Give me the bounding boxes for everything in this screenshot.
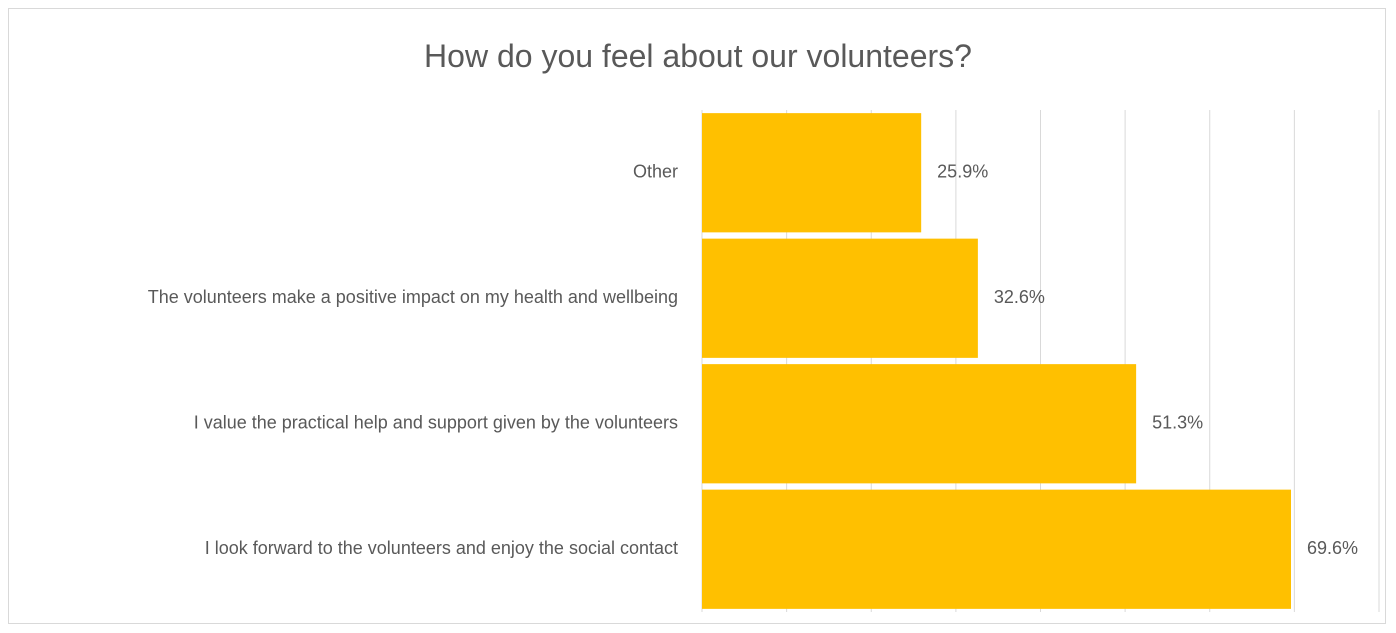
data-label: 25.9% (937, 162, 988, 182)
category-label: The volunteers make a positive impact on… (148, 287, 678, 307)
category-label: I look forward to the volunteers and enj… (205, 538, 678, 558)
category-label: Other (633, 162, 678, 182)
data-label: 51.3% (1152, 413, 1203, 433)
bar (702, 364, 1137, 484)
bar (702, 238, 978, 358)
chart-title: How do you feel about our volunteers? (424, 38, 972, 74)
data-labels: 25.9% 32.6% 51.3% 69.6% (937, 162, 1358, 559)
data-label: 69.6% (1307, 538, 1358, 558)
bar (702, 489, 1291, 609)
bars (702, 113, 1291, 609)
category-labels: Other The volunteers make a positive impa… (148, 162, 678, 559)
bar (702, 113, 922, 233)
data-label: 32.6% (994, 287, 1045, 307)
category-label: I value the practical help and support g… (194, 413, 678, 433)
